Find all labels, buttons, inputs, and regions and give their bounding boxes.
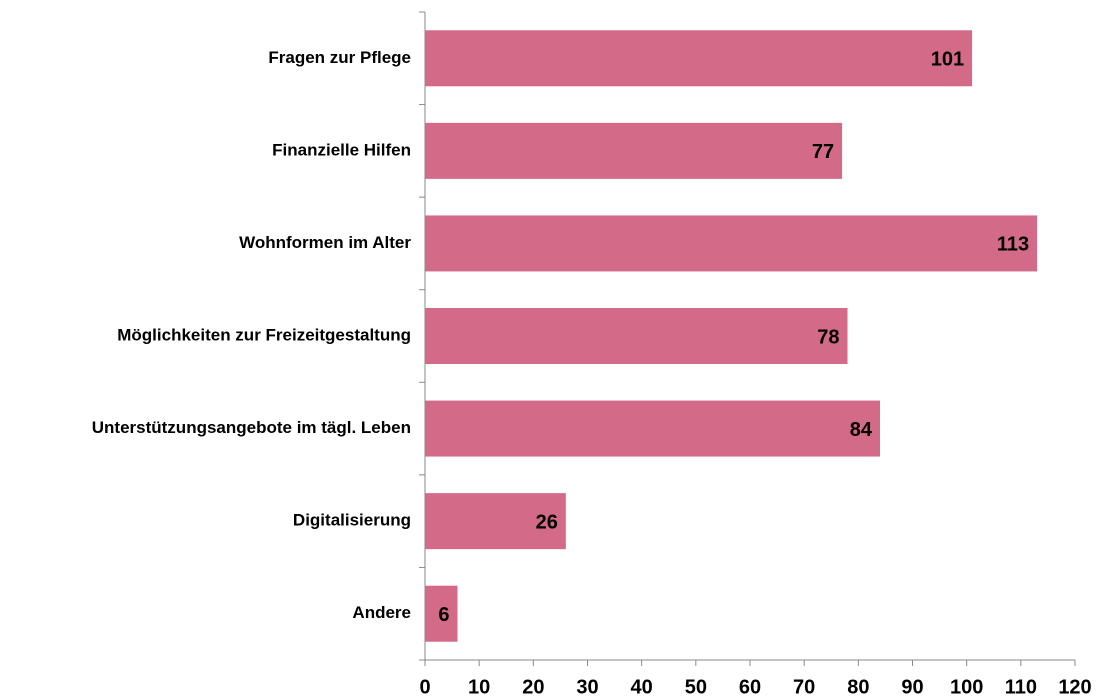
x-tick-label: 50 bbox=[685, 676, 707, 698]
value-label: 6 bbox=[438, 604, 449, 626]
y-tick-label: Andere bbox=[352, 603, 411, 622]
x-tick-label: 80 bbox=[847, 676, 869, 698]
y-tick-label: Unterstützungsangebote im tägl. Leben bbox=[92, 418, 411, 437]
x-tick-label: 30 bbox=[576, 676, 598, 698]
x-tick-label: 110 bbox=[1005, 676, 1037, 698]
x-tick-label: 60 bbox=[739, 676, 761, 698]
x-tick-label: 10 bbox=[468, 676, 490, 698]
value-label: 77 bbox=[812, 141, 834, 163]
x-tick-label: 100 bbox=[950, 676, 983, 698]
value-label: 78 bbox=[817, 326, 839, 348]
value-label: 101 bbox=[931, 49, 964, 71]
x-tick-label: 70 bbox=[793, 676, 815, 698]
x-tick-label: 40 bbox=[631, 676, 653, 698]
bar bbox=[425, 215, 1038, 272]
y-tick-label: Finanzielle Hilfen bbox=[272, 140, 411, 159]
bar bbox=[425, 30, 973, 87]
x-tick-label: 20 bbox=[522, 676, 544, 698]
bar bbox=[425, 585, 458, 642]
value-label: 26 bbox=[536, 511, 558, 533]
x-tick-label: 0 bbox=[419, 676, 430, 698]
bar bbox=[425, 493, 566, 550]
bar bbox=[425, 400, 880, 457]
y-tick-label: Möglichkeiten zur Freizeitgestaltung bbox=[117, 325, 411, 344]
bar bbox=[425, 122, 843, 179]
x-tick-label: 90 bbox=[901, 676, 923, 698]
y-tick-label: Fragen zur Pflege bbox=[268, 48, 411, 67]
value-label: 113 bbox=[997, 234, 1029, 256]
bar bbox=[425, 308, 848, 364]
y-tick-label: Digitalisierung bbox=[293, 511, 411, 530]
y-tick-label: Wohnformen im Alter bbox=[239, 233, 411, 252]
value-label: 84 bbox=[850, 419, 873, 441]
x-tick-label: 120 bbox=[1058, 676, 1091, 698]
